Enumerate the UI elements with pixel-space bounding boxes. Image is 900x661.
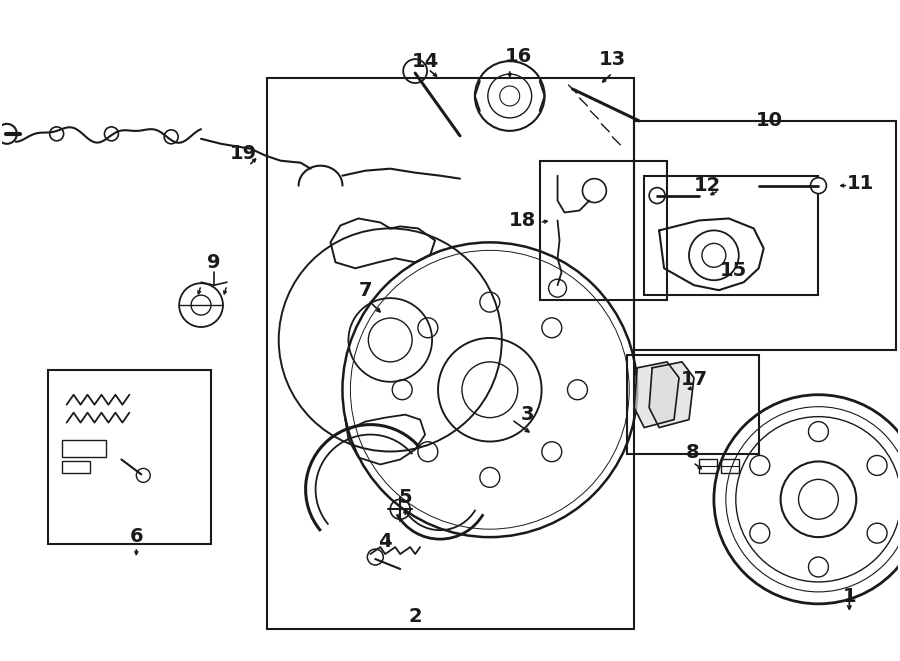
Circle shape xyxy=(811,178,826,194)
Text: 7: 7 xyxy=(358,281,372,299)
Bar xyxy=(699,459,717,473)
Text: 12: 12 xyxy=(694,176,722,195)
Text: 3: 3 xyxy=(521,405,535,424)
Circle shape xyxy=(649,188,665,204)
Text: 15: 15 xyxy=(720,260,747,280)
Text: 6: 6 xyxy=(130,527,143,545)
Text: 10: 10 xyxy=(756,112,783,130)
Bar xyxy=(61,440,106,457)
Bar xyxy=(644,176,818,295)
Bar xyxy=(540,161,667,300)
Text: 16: 16 xyxy=(505,47,532,65)
Text: 19: 19 xyxy=(230,144,257,163)
Text: 8: 8 xyxy=(686,443,700,462)
Bar xyxy=(721,459,739,473)
Bar xyxy=(627,355,759,455)
Text: 11: 11 xyxy=(847,174,874,193)
Polygon shape xyxy=(649,362,694,428)
Bar xyxy=(48,370,211,544)
Text: 14: 14 xyxy=(411,52,438,71)
Text: 18: 18 xyxy=(509,211,536,230)
Text: 9: 9 xyxy=(207,253,220,272)
Text: 13: 13 xyxy=(598,50,625,69)
Text: 2: 2 xyxy=(409,607,422,626)
Text: 5: 5 xyxy=(399,488,412,507)
Polygon shape xyxy=(634,362,679,428)
Text: 1: 1 xyxy=(842,588,856,606)
Bar xyxy=(266,78,634,629)
Bar xyxy=(634,121,896,350)
Text: 17: 17 xyxy=(680,370,707,389)
Bar xyxy=(61,461,89,473)
Text: 4: 4 xyxy=(379,531,392,551)
